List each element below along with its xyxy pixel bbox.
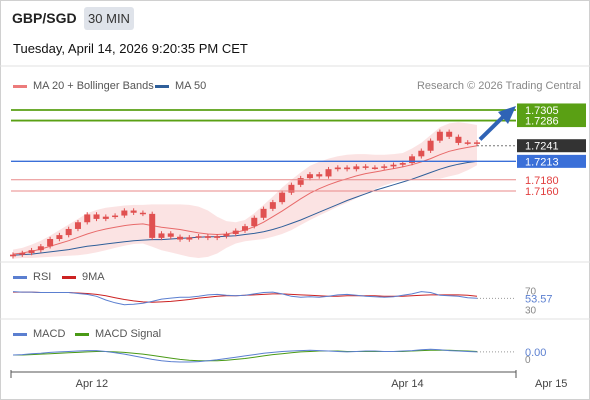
candle-body	[232, 230, 239, 234]
candle-body	[149, 213, 156, 238]
candle-body	[344, 167, 351, 170]
candle-body	[158, 233, 165, 238]
candle-body	[260, 208, 267, 218]
candle-body	[214, 236, 221, 238]
candle-body	[84, 214, 91, 223]
candle-body	[28, 250, 35, 253]
candle-body	[446, 131, 453, 137]
ma50-legend-label: MA 50	[175, 80, 207, 92]
candle-body	[362, 166, 369, 168]
ma20-legend-label: MA 20 + Bollinger Bands	[33, 80, 154, 92]
level-label-1.7305: 1.7305	[525, 105, 559, 117]
candle-body	[121, 210, 128, 216]
forecast-arrow-head	[498, 105, 516, 124]
x-tick-label: Apr 12	[76, 378, 108, 390]
research-credit: Research © 2026 Trading Central	[416, 80, 581, 92]
candle-body	[139, 212, 146, 215]
rsi-current-value: 53.57	[525, 293, 553, 305]
x-tick-label: Apr 14	[391, 378, 423, 390]
candle-body	[399, 163, 406, 165]
candle-body	[10, 254, 16, 257]
legend-rsi: RSI	[13, 271, 51, 283]
macd-current-value: 0.00	[525, 347, 546, 359]
candle-body	[102, 216, 109, 219]
macd-tick-0: 0	[525, 355, 531, 366]
bollinger-band	[13, 122, 477, 259]
level-label-1.7286: 1.7286	[525, 116, 559, 128]
macd-signal-swatch	[75, 332, 89, 336]
candle-body	[112, 215, 119, 218]
level-tag-1.7213	[517, 154, 586, 168]
rsi-ma-swatch	[62, 275, 76, 279]
candle-body	[269, 202, 276, 209]
level-label-1.7241: 1.7241	[525, 141, 559, 153]
timestamp: Tuesday, April 14, 2026 9:20:35 PM CET	[13, 41, 248, 56]
candle-body	[371, 167, 378, 170]
candle-body	[316, 174, 323, 177]
macd-signal-legend-label: MACD Signal	[95, 328, 162, 340]
legend-rsi-ma: 9MA	[62, 271, 105, 283]
candle-body	[474, 142, 480, 144]
candle-body	[186, 237, 193, 240]
candle-body	[334, 167, 341, 170]
candle-body	[279, 192, 286, 203]
candle-body	[242, 226, 248, 231]
rsi-legend-label: RSI	[33, 271, 52, 283]
macd-line	[12, 348, 478, 363]
level-label-1.7160: 1.7160	[525, 186, 559, 198]
macd-legend-label: MACD	[33, 328, 66, 340]
legend-macd-signal: MACD Signal	[75, 328, 161, 340]
candle-body	[325, 169, 332, 177]
rsi-line	[12, 291, 478, 306]
level-tag-1.7305	[517, 103, 586, 117]
candle-body	[381, 166, 388, 168]
candle-body	[56, 235, 63, 240]
candle-body	[353, 166, 360, 170]
level-tag-1.7241	[517, 139, 586, 153]
candle-body	[306, 174, 313, 179]
candle-body	[390, 164, 397, 167]
rsi-tick-30: 30	[525, 305, 537, 316]
candle-body	[74, 222, 81, 229]
candle-body	[409, 156, 416, 164]
candle-body	[297, 178, 304, 185]
ma20-swatch	[13, 84, 27, 88]
candle-body	[204, 236, 211, 238]
level-label-1.7213: 1.7213	[525, 156, 559, 168]
candle-body	[195, 236, 202, 238]
level-label-1.7180: 1.7180	[525, 175, 559, 187]
ma50-line	[12, 160, 478, 256]
x-tick-label: Apr 15	[535, 378, 567, 390]
candle-body	[47, 239, 54, 247]
rsi-swatch	[13, 275, 27, 279]
candle-body	[455, 136, 462, 143]
rsi-tick-70: 70	[525, 287, 537, 298]
candle-body	[65, 228, 72, 236]
candle-body	[130, 210, 137, 213]
candle-body	[436, 131, 443, 141]
candle-body	[427, 140, 434, 151]
candle-body	[223, 233, 230, 237]
forecast-arrow-shaft	[478, 113, 507, 141]
rsi-ma-legend-label: 9MA	[82, 271, 105, 283]
legend-ma20: MA 20 + Bollinger Bands	[13, 80, 154, 92]
symbol-title: GBP/SGD	[12, 10, 77, 26]
macd-swatch	[13, 332, 27, 336]
legend-macd: MACD	[13, 328, 65, 340]
candle-body	[464, 142, 471, 144]
candle-body	[93, 214, 100, 219]
candle-body	[251, 217, 258, 227]
legend-ma50: MA 50	[155, 80, 206, 92]
interval-button[interactable]: 30 MIN	[84, 7, 134, 30]
level-tag-1.7286	[517, 114, 586, 128]
candle-body	[288, 184, 295, 193]
candle-body	[19, 252, 26, 255]
candle-body	[177, 236, 184, 240]
candle-body	[418, 150, 425, 157]
candle-body	[167, 233, 174, 237]
candle-body	[37, 246, 44, 251]
ma50-swatch	[155, 84, 169, 88]
